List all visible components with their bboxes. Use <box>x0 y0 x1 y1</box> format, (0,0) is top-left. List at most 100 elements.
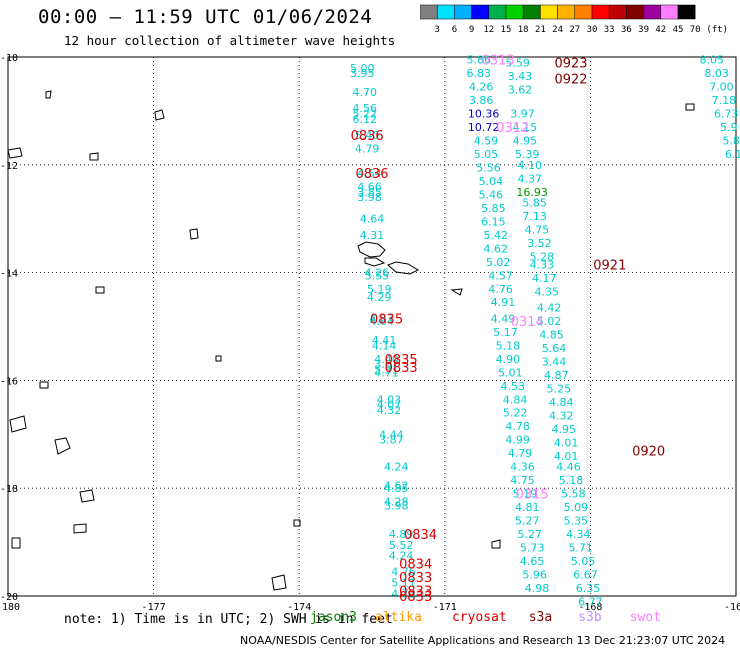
wave-height-value: 7.13 <box>522 210 547 223</box>
wave-height-value: 4.75 <box>525 223 550 236</box>
wave-height-value: 5.40 <box>355 129 380 142</box>
pass-time-label: 0315 <box>516 488 549 503</box>
pass-time-label: 0833 <box>399 585 432 600</box>
wave-height-value: 3.85 <box>357 186 382 199</box>
legend-item-swot: swot <box>629 610 662 625</box>
colorbar-tick: 70 <box>690 25 701 34</box>
pass-time-label: 0921 <box>593 259 626 274</box>
wave-height-value: 6.15 <box>481 215 506 228</box>
wave-height-value: 3.87 <box>379 434 404 447</box>
pass-time-label: 0833 <box>399 571 432 586</box>
coastlines <box>7 90 695 591</box>
wave-height-value: 5.73 <box>520 541 545 554</box>
island-10 <box>54 437 71 455</box>
grid-lines <box>8 57 736 596</box>
wave-height-value: 4.90 <box>496 353 521 366</box>
wave-height-value: 4.28 <box>384 496 409 509</box>
y-tick-label: -20 <box>0 592 18 603</box>
wave-height-value: 10.72 <box>468 121 500 134</box>
wave-height-value: 6.67 <box>573 568 598 581</box>
wave-height-value: 8.05 <box>699 54 724 67</box>
satellite-legend: jason3 altika cryosat s3a s3b swot <box>310 610 661 625</box>
wave-height-value: 3.62 <box>508 83 533 96</box>
wave-height-value: 4.34 <box>566 528 591 541</box>
wave-height-value: 4.40 <box>374 353 399 366</box>
colorbar-unit: (ft) <box>706 25 728 34</box>
wave-height-value: 5.27 <box>517 528 542 541</box>
wave-height-value: 5.22 <box>503 407 528 420</box>
pass-time-label: 0836 <box>351 129 384 144</box>
wave-height-value: 4.85 <box>384 482 409 495</box>
colorbar-tick: 21 <box>535 25 546 34</box>
wave-height-value: 7.00 <box>709 81 734 94</box>
wave-height-value: 4.33 <box>530 259 555 272</box>
wave-height-value: 4.15 <box>513 121 538 134</box>
wave-height-value: 4.57 <box>369 312 394 325</box>
wave-height-value: 10.36 <box>468 108 500 121</box>
x-tick-label: -174 <box>287 602 311 613</box>
colorbar-tick: 42 <box>655 25 666 34</box>
wave-height-value: 4.79 <box>355 143 380 156</box>
wave-height-value: 4.95 <box>551 423 576 436</box>
pass-time-label: 0313 <box>482 54 515 69</box>
colorbar-tick: 6 <box>452 25 457 34</box>
y-tick-label: -16 <box>0 376 18 387</box>
wave-height-value: 6.1 <box>725 148 740 161</box>
wave-height-value: 6.73 <box>714 108 739 121</box>
island-14 <box>491 539 501 549</box>
wave-height-value: 4.73 <box>391 587 416 600</box>
wave-height-value: 4.26 <box>365 267 390 280</box>
wave-height-value: 4.99 <box>505 434 530 447</box>
track-labels: 0923 0922 0313 0312 0836 0836 0921 0835 0314 0835… <box>351 54 666 605</box>
island-17 <box>685 103 695 111</box>
pass-time-label: 0923 <box>554 56 587 71</box>
data-points: 5.003.954.704.565.226.125.404.794.544.66… <box>350 54 740 609</box>
wave-height-value: 5.58 <box>561 488 586 501</box>
pass-time-label: 0835 <box>370 312 403 327</box>
wave-height-value: 4.84 <box>503 393 528 406</box>
wave-height-value: 4.32 <box>377 404 402 417</box>
pass-time-label: 0833 <box>385 361 418 376</box>
wave-height-value: 3.97 <box>510 108 535 121</box>
wave-height-value: 4.84 <box>549 396 574 409</box>
legend-item-jason3: jason3 <box>310 610 357 625</box>
wave-height-value: 4.42 <box>537 302 562 315</box>
wave-height-value: 4.89 <box>389 528 414 541</box>
x-tick-label: -177 <box>142 602 166 613</box>
colorbar-tick: 36 <box>621 25 632 34</box>
wave-height-value: 4.57 <box>488 269 513 282</box>
wave-height-value: 4.62 <box>484 242 509 255</box>
colorbar-swatch <box>677 4 696 20</box>
pass-time-label: 0834 <box>404 528 437 543</box>
pass-time-label: 0836 <box>355 167 388 182</box>
wave-height-value: 4.32 <box>549 409 574 422</box>
wave-height-value: 5.05 <box>474 148 499 161</box>
y-tick-label: -14 <box>0 269 18 280</box>
wave-height-value: 5.46 <box>479 188 504 201</box>
wave-height-value: 5.39 <box>515 148 540 161</box>
colorbar-tick: 24 <box>552 25 563 34</box>
wave-height-value: 4.62 <box>384 480 409 493</box>
legend-item-cryosat: cryosat <box>451 610 507 625</box>
wave-height-value: 4.79 <box>508 447 533 460</box>
plot-frame <box>7 56 737 597</box>
wave-height-value: 4.41 <box>372 334 397 347</box>
wave-height-value: 3.95 <box>350 67 375 80</box>
wave-height-value: 5.19 <box>367 283 392 296</box>
wave-height-value: 4.01 <box>554 450 579 463</box>
wave-height-value: 5.9 <box>720 121 738 134</box>
colorbar-tick: 39 <box>638 25 649 34</box>
wave-height-value: 5.56 <box>476 161 501 174</box>
wave-height-value: 5.59 <box>505 56 530 69</box>
y-tick-label: -18 <box>0 484 18 495</box>
wave-height-value: 5.02 <box>537 315 562 328</box>
wave-height-value: 4.07 <box>377 399 402 412</box>
x-tick-label: -165 <box>724 602 740 613</box>
colorbar-tick: 45 <box>673 25 684 34</box>
wave-height-value: 4.35 <box>534 285 559 298</box>
wave-height-value: 5.02 <box>486 256 511 269</box>
pass-time-label: 0922 <box>554 73 587 88</box>
wave-height-value: 5.52 <box>389 539 414 552</box>
wave-height-value: 5.00 <box>350 62 375 75</box>
